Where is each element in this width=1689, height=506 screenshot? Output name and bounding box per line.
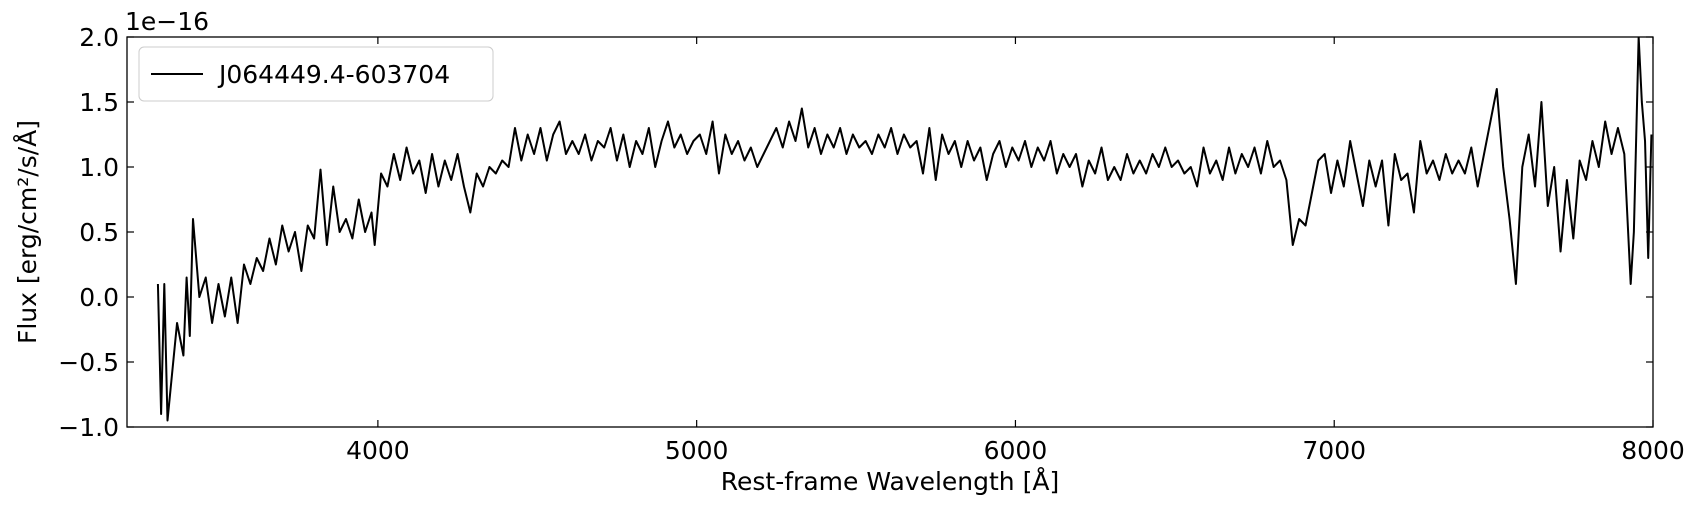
y-tick-label: −0.5	[58, 348, 119, 377]
y-tick-label: 1.0	[79, 153, 119, 182]
y-tick-label: 0.5	[79, 218, 119, 247]
y-tick-label: 1.5	[79, 88, 119, 117]
x-axis-label: Rest-frame Wavelength [Å]	[721, 467, 1059, 496]
y-tick-label: −1.0	[58, 413, 119, 442]
y-offset-label: 1e−16	[125, 7, 209, 36]
x-tick-label: 7000	[1302, 436, 1366, 465]
x-tick-label: 8000	[1621, 436, 1685, 465]
y-tick-label: 2.0	[79, 23, 119, 52]
legend-box	[138, 46, 494, 102]
plot-frame	[126, 36, 1654, 428]
y-tick-label: 0.0	[79, 283, 119, 312]
legend-label: J064449.4-603704	[217, 60, 450, 89]
x-tick-label: 6000	[984, 436, 1048, 465]
x-tick-label: 4000	[346, 436, 410, 465]
x-tick-label: 5000	[665, 436, 729, 465]
spectrum-line	[156, 37, 1653, 422]
y-axis-label: Flux [erg/cm²/s/Å]	[13, 120, 42, 344]
